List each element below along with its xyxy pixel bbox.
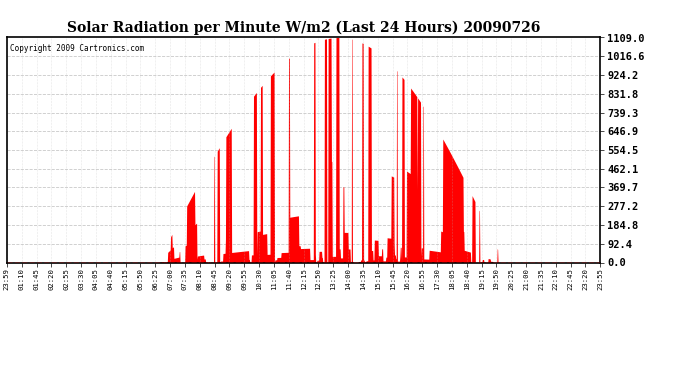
Title: Solar Radiation per Minute W/m2 (Last 24 Hours) 20090726: Solar Radiation per Minute W/m2 (Last 24… [67,21,540,35]
Text: Copyright 2009 Cartronics.com: Copyright 2009 Cartronics.com [10,44,144,53]
